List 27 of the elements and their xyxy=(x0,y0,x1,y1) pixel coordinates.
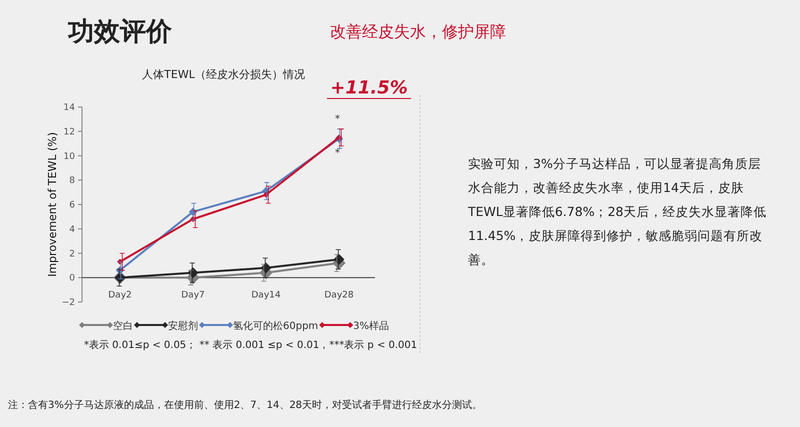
text: 注：含有3%分子马达原液的成品，在使用前、使用2、7、14、28天时，对受试者手臂进行经皮水分测试。 xyxy=(8,398,484,412)
legend-label: 3%样品 xyxy=(353,320,390,332)
x-tick-label: Day14 xyxy=(251,290,281,301)
y-tick-label: 8 xyxy=(69,176,76,186)
legend-label: 安慰剂 xyxy=(168,320,198,332)
text: *表示 0.01≤p < 0.05； ** 表示 0.001 ≤p < 0.01，***表示 p < 0.001 xyxy=(84,338,418,352)
y-tick-label: 0 xyxy=(69,274,76,284)
text: 改善经皮失水，修护屏障 xyxy=(330,22,507,43)
legend-label: 氢化可的松60ppm xyxy=(233,320,318,332)
y-axis-title: Improvement of TEWL (%) xyxy=(46,132,59,277)
annotation: +11.5% xyxy=(330,77,408,98)
y-tick-label: 2 xyxy=(69,249,75,260)
text: 实验可知，3%分子马达样品，可以显著提高角质层水合能力，改善经皮失水率，使用14天后，皮肤TEWL显著降低6.78%；28天后，经皮失水显著降低11.45%，皮肤屏障得到修护，敏感脆弱问题有所改善。 xyxy=(468,155,768,269)
x-tick-label: Day2 xyxy=(108,290,132,301)
y-tick-label: 6 xyxy=(69,200,76,210)
text: 功效评价 xyxy=(68,16,173,49)
y-tick-label: 10 xyxy=(64,152,76,162)
chart-title: 人体TEWL（经皮水分损失）情况 xyxy=(142,68,305,81)
x-tick-label: Day28 xyxy=(324,290,354,301)
annotation: * xyxy=(335,148,341,159)
y-tick-label: 12 xyxy=(64,127,75,138)
y-tick-label: 4 xyxy=(69,224,76,235)
legend-label: 空白 xyxy=(113,320,133,332)
y-tick-label: 14 xyxy=(64,103,76,113)
x-tick-label: Day7 xyxy=(181,290,205,301)
y-tick-label: −2 xyxy=(62,298,75,308)
annotation: * xyxy=(335,114,341,125)
